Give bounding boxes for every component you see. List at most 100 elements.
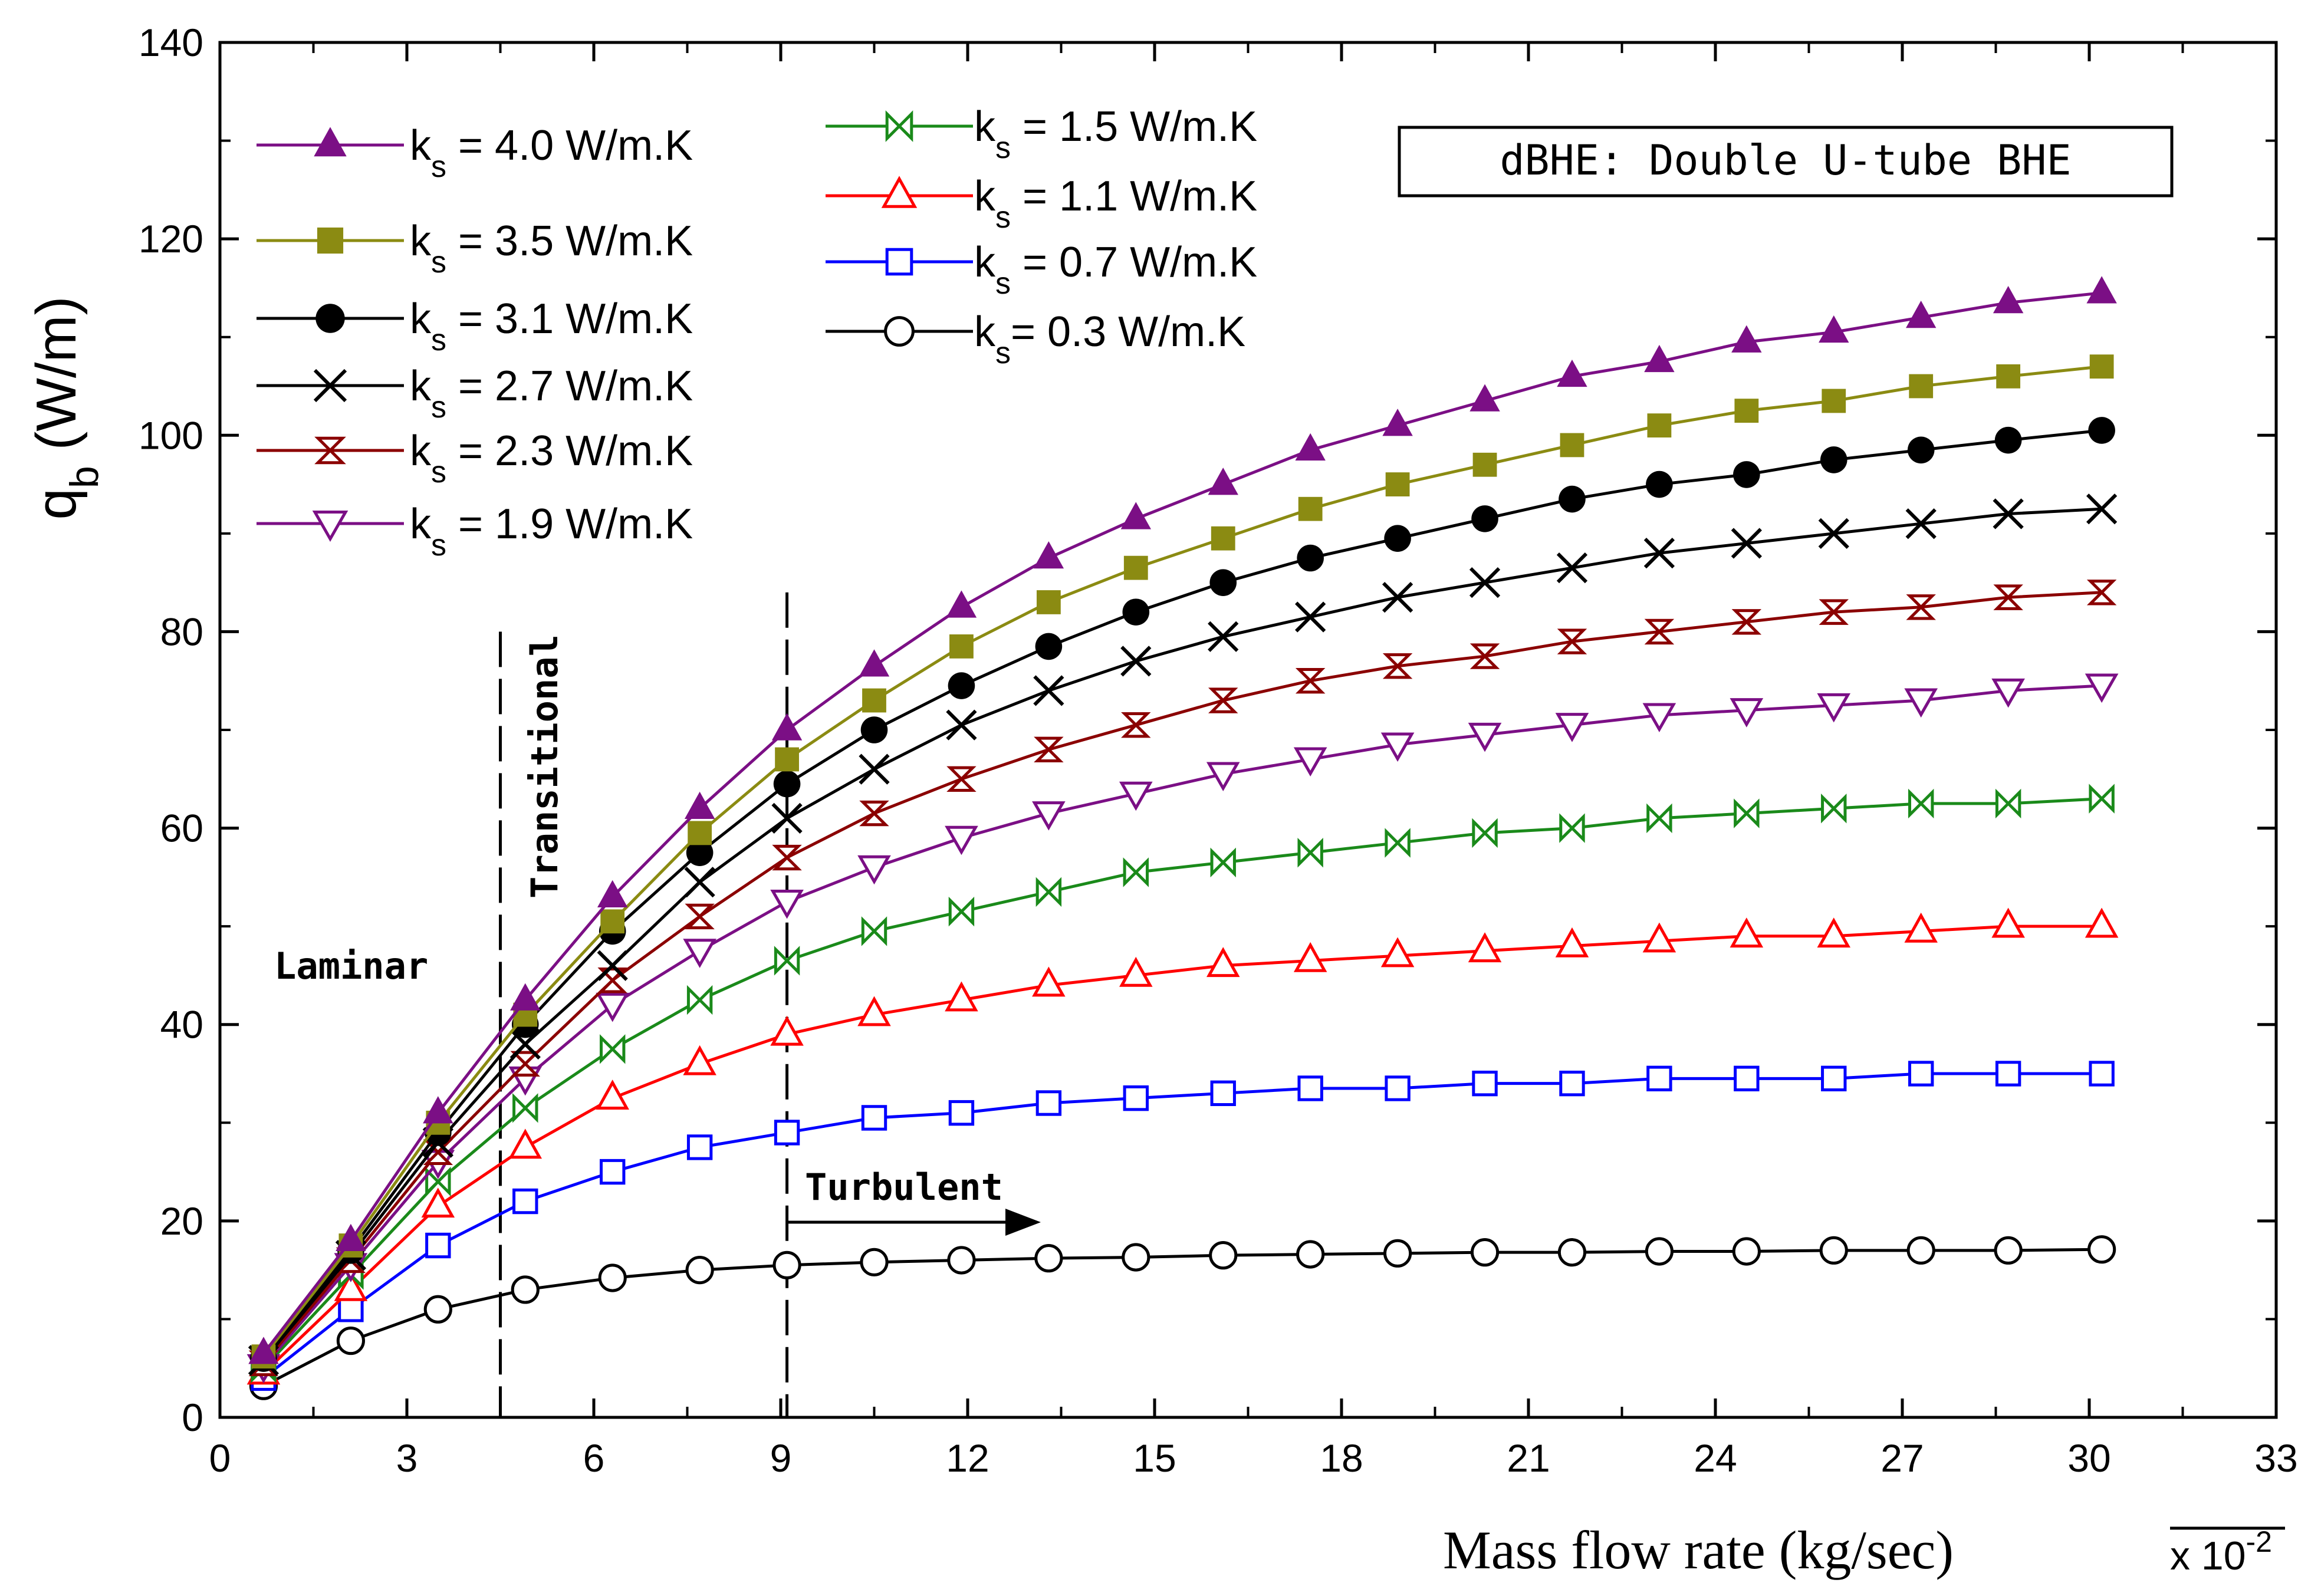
data-point [945, 981, 978, 1012]
data-point [2085, 907, 2119, 938]
data-point [1646, 803, 1672, 834]
x-tick-label: 6 [583, 1436, 605, 1480]
data-point [508, 1128, 543, 1159]
data-point [1297, 837, 1323, 868]
legend-item-1-1: ks = 1.1 W/m.K [826, 173, 1257, 235]
turbulent-label: Turbulent [805, 1166, 1003, 1209]
data-point [1906, 300, 1937, 328]
data-point [1646, 1065, 1672, 1092]
data-point [1123, 1085, 1149, 1111]
y-axis-label: qb (W/m) [25, 296, 107, 519]
data-point [948, 672, 975, 699]
data-point [772, 844, 802, 871]
laminar-label: Laminar [274, 945, 428, 988]
data-point [1732, 1237, 1761, 1266]
y-tick-label: 100 [139, 413, 203, 457]
data-point [512, 1093, 538, 1123]
series-line [262, 591, 2102, 1365]
x-tick-label: 9 [770, 1436, 792, 1480]
data-point [1817, 693, 1851, 723]
data-point [1643, 538, 1675, 569]
data-point [315, 304, 345, 333]
data-point [2087, 1235, 2116, 1264]
data-point [314, 436, 346, 465]
data-point [771, 713, 803, 741]
data-point [772, 1251, 801, 1279]
data-point [1821, 794, 1847, 824]
series-line [262, 507, 2102, 1361]
data-point [1557, 1238, 1587, 1267]
annotations: Laminar Transitional Turbulent [274, 592, 1041, 1417]
data-point [1555, 713, 1589, 742]
data-point [1559, 1070, 1585, 1097]
x-tick-label: 18 [1320, 1436, 1363, 1480]
data-point [1560, 433, 1584, 458]
data-point [1993, 498, 2024, 529]
series-line [262, 684, 2102, 1368]
data-point [1382, 582, 1413, 613]
data-point [1734, 798, 1760, 828]
data-point [1557, 628, 1587, 654]
x-tick-label: 30 [2067, 1436, 2110, 1480]
x-axis-label: Mass flow rate (kg/sec) [1443, 1520, 1954, 1580]
data-point [1293, 942, 1327, 972]
legend-label: ks = 1.1 W/m.K [974, 173, 1257, 235]
x-tick-label: 33 [2254, 1436, 2297, 1480]
data-point [1210, 847, 1236, 878]
data-point [684, 867, 715, 898]
x-tick-label: 24 [1694, 1436, 1737, 1480]
legend-label: ks = 3.5 W/m.K [410, 218, 693, 279]
data-point [1821, 1065, 1847, 1092]
data-point [598, 1263, 627, 1292]
data-point [1994, 426, 2022, 454]
turbulent-arrow-head [1005, 1209, 1041, 1236]
data-point [685, 903, 715, 930]
data-point [1730, 917, 1764, 948]
data-point [1296, 1240, 1325, 1269]
data-point [1032, 966, 1066, 997]
data-point [248, 1337, 279, 1364]
data-point [1909, 374, 1934, 399]
legend-label: ks = 2.3 W/m.K [410, 427, 693, 489]
data-point [686, 1134, 713, 1160]
data-point [1820, 446, 1847, 473]
data-point [1295, 668, 1326, 694]
y-tick-label: 20 [160, 1199, 203, 1243]
data-point [1208, 621, 1239, 652]
data-point [1645, 1237, 1674, 1266]
legend-item-4-0: ks = 4.0 W/m.K [257, 122, 693, 184]
data-point [1731, 609, 1762, 635]
data-point [770, 890, 804, 919]
y-tick-label: 0 [182, 1396, 203, 1439]
data-point [1646, 470, 1673, 498]
data-point [510, 983, 541, 1011]
data-point [312, 511, 349, 542]
data-point [1380, 937, 1415, 968]
series-4-0 [248, 276, 2117, 1364]
data-point [683, 939, 716, 968]
data-point [1908, 788, 1934, 819]
data-point [1210, 1080, 1236, 1107]
y-tick-label: 120 [139, 217, 203, 261]
data-point [1120, 502, 1151, 529]
data-point [1035, 1090, 1062, 1116]
data-point [510, 1051, 541, 1077]
data-point [1644, 344, 1675, 373]
y-tick-label: 140 [139, 21, 203, 64]
data-point [1904, 688, 1938, 718]
data-point [1469, 567, 1501, 598]
data-point [1734, 399, 1759, 423]
data-point [857, 855, 891, 885]
data-point [684, 791, 715, 820]
data-point [1996, 364, 2021, 389]
data-point [774, 946, 800, 976]
legend-item-1-5: ks = 1.5 W/m.K [826, 103, 1257, 165]
data-point [1470, 1238, 1500, 1267]
data-point [425, 1166, 451, 1197]
x-axis-multiplier: x 10-2 [2170, 1525, 2272, 1578]
data-point [1556, 552, 1588, 584]
series-line [262, 797, 2102, 1370]
data-point [688, 821, 712, 845]
data-point [2089, 1061, 2115, 1087]
data-point [600, 1159, 626, 1185]
